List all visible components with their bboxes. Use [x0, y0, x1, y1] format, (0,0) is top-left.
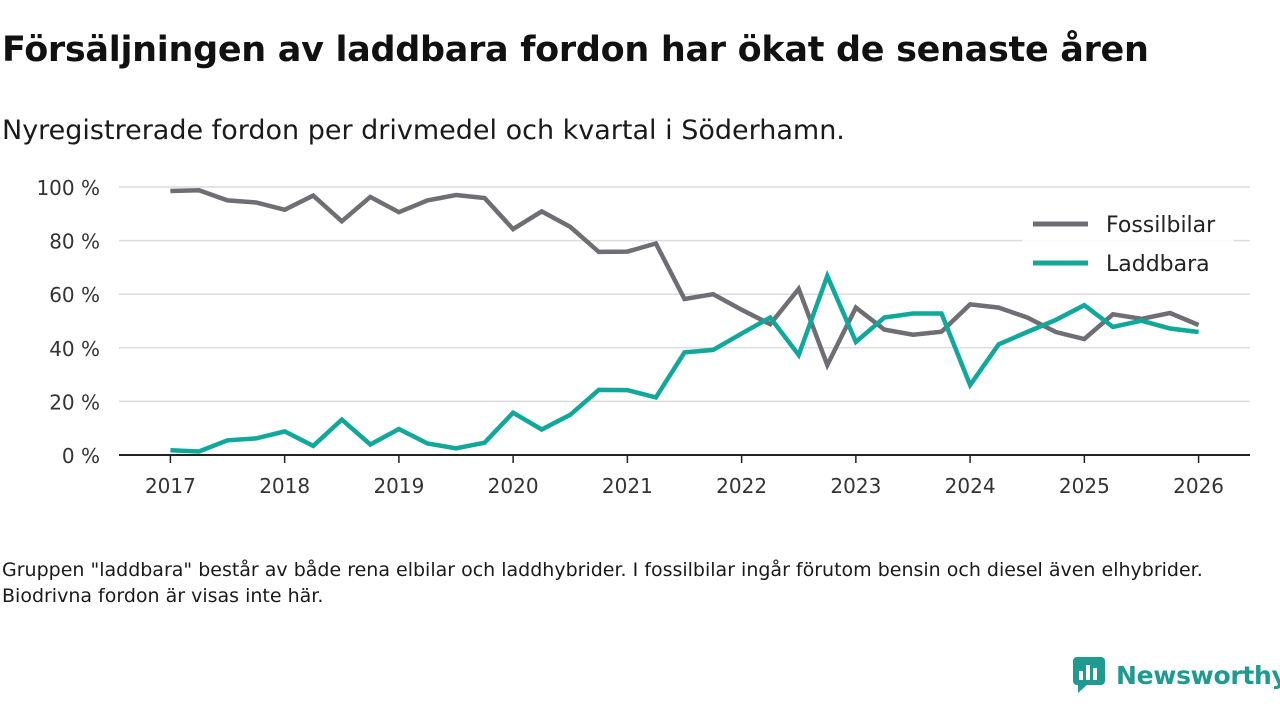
chart-subtitle: Nyregistrerade fordon per drivmedel och … [2, 115, 845, 146]
y-tick-label: 0 % [62, 444, 100, 468]
legend-label: Laddbara [1106, 252, 1210, 277]
x-tick-label: 2026 [1173, 474, 1224, 498]
x-tick-label: 2023 [830, 474, 881, 498]
legend-box [1022, 205, 1234, 285]
chart-title: Försäljningen av laddbara fordon har öka… [2, 30, 1149, 70]
x-tick-label: 2022 [716, 474, 767, 498]
y-tick-label: 20 % [49, 390, 100, 414]
y-tick-label: 40 % [49, 337, 100, 361]
newsworthy-logo-icon [1073, 657, 1105, 693]
series-line-fossilbilar [170, 187, 1200, 371]
x-tick-label: 2021 [602, 474, 653, 498]
y-tick-label: 100 % [36, 176, 100, 200]
legend-label: Fossilbilar [1106, 213, 1216, 238]
line-chart: 0 % 20 % 40 % 60 % 80 % 100 % 2017 2018 2019 202… [36, 176, 1250, 498]
chart-footnote: Gruppen "laddbara" består av både rena e… [2, 559, 1203, 607]
y-tick-label: 80 % [49, 230, 100, 254]
x-tick-label: 2020 [488, 474, 539, 498]
series-line-laddbara [170, 269, 1199, 454]
brand-logo[interactable]: Newsworthy [1072, 655, 1280, 695]
x-tick-label: 2017 [145, 474, 196, 498]
y-tick-label: 60 % [49, 283, 100, 307]
x-tick-label: 2019 [373, 474, 424, 498]
x-tick-label: 2024 [945, 474, 996, 498]
brand-name: Newsworthy [1116, 660, 1280, 690]
x-tick-label: 2018 [259, 474, 310, 498]
x-tick-label: 2025 [1059, 474, 1110, 498]
